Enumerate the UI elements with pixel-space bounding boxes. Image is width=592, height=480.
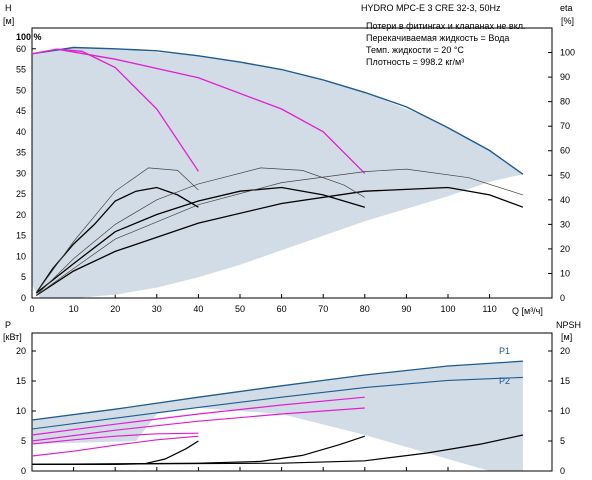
top-y-left-unit: [м]	[3, 16, 14, 26]
bottom-y-left-label-4: 20	[16, 346, 26, 356]
bottom-max-p2-curve	[31, 376, 523, 430]
top-y-right-label-2: 20	[560, 244, 570, 254]
bottom-chart-panel: 0 5 10 15 20 0 5 10 15 20	[16, 332, 570, 476]
x-axis-title: Q [м³/ч]	[512, 306, 543, 316]
series-label-p2: P2	[499, 376, 510, 386]
bottom-power-envelope	[32, 361, 523, 471]
info-box: HYDRO MPC-E 3 CRE 32-3, 50Hz Потери в фи…	[361, 3, 526, 67]
top-y-right-label-5: 50	[560, 170, 570, 180]
info-line-2: Перекачиваемая жидкость = Вода	[366, 33, 509, 43]
top-partial-head-curve-0	[31, 48, 199, 172]
info-line-3: Темп. жидкости = 20 °C	[366, 45, 464, 55]
bottom-partial-p2-curve-0	[31, 435, 199, 457]
top-max-head-curve	[31, 46, 524, 175]
top-y-right-label-7: 70	[560, 121, 570, 131]
bottom-partial-p1-curve-1	[31, 396, 365, 436]
top-y-left-label-9: 45	[16, 106, 26, 116]
bottom-y-left-label-1: 5	[21, 436, 26, 446]
x-tick-label-3: 30	[152, 304, 162, 314]
top-y-right-label-4: 40	[560, 195, 570, 205]
top-y-left-label-3: 15	[16, 231, 26, 241]
bottom-y-left-label-2: 10	[16, 406, 26, 416]
top-y-right-label-10: 100	[560, 48, 575, 58]
top-eta-curve-5	[35, 168, 524, 296]
top-y-right-label-9: 90	[560, 72, 570, 82]
top-eta-curve-2	[35, 186, 524, 297]
top-y-left-label-8: 40	[16, 127, 26, 137]
x-tick-label-10: 100	[440, 304, 455, 314]
speed-annotation: 100 %	[16, 32, 42, 42]
top-y-left-label-6: 30	[16, 168, 26, 178]
top-y-left-label-0: 0	[21, 293, 26, 303]
bottom-y-right-title: NPSH	[556, 320, 581, 330]
x-tick-label-6: 60	[277, 304, 287, 314]
bottom-y-left-label-3: 15	[16, 376, 26, 386]
bottom-max-p1-curve	[31, 360, 523, 421]
bottom-partial-p2-curve-1	[31, 407, 365, 442]
top-chart-panel: 0 5 10 15 20 25 30 35 40 45 50 55 60 0 10 20 30 40 50 60 70 8…	[16, 27, 575, 314]
top-eta-curve-4	[35, 167, 365, 296]
bottom-npsh-curve-2	[31, 434, 524, 465]
bottom-y-right-label-3: 15	[560, 376, 570, 386]
info-title: HYDRO MPC-E 3 CRE 32-3, 50Hz	[361, 3, 501, 13]
top-y-right-unit: [%]	[561, 16, 574, 26]
top-y-left-label-11: 55	[16, 65, 26, 75]
top-y-left-label-1: 5	[21, 272, 26, 282]
bottom-y-left-unit: [кВт]	[3, 332, 22, 342]
top-y-right-label-6: 60	[560, 146, 570, 156]
top-operating-envelope	[32, 47, 523, 298]
top-eta-curve-1	[35, 186, 365, 294]
bottom-y-right-unit: [м]	[561, 332, 572, 342]
info-line-4: Плотность = 998.2 кг/м³	[366, 57, 464, 67]
top-plot-frame	[31, 27, 553, 299]
top-y-left-label-7: 35	[16, 148, 26, 158]
bottom-y-left-title: P	[5, 320, 11, 330]
top-y-right-label-0: 0	[560, 293, 565, 303]
bottom-y-right-label-0: 0	[560, 466, 565, 476]
x-tick-label-2: 20	[110, 304, 120, 314]
x-tick-label-1: 10	[69, 304, 79, 314]
top-eta-curve-3	[35, 167, 199, 294]
x-tick-label-11: 110	[482, 304, 496, 314]
info-line-1: Потери в фитингах и клапанах не вкл.	[366, 21, 526, 31]
top-y-right-label-8: 80	[560, 97, 570, 107]
top-y-left-label-10: 50	[16, 85, 26, 95]
x-tick-label-9: 90	[401, 304, 411, 314]
top-y-left-title: H	[5, 3, 12, 13]
bottom-y-right-label-4: 20	[560, 346, 570, 356]
x-tick-label-0: 0	[29, 304, 34, 314]
x-tick-label-8: 80	[360, 304, 370, 314]
x-tick-label-4: 40	[193, 304, 203, 314]
top-y-left-label-12: 60	[16, 44, 26, 54]
bottom-y-right-label-1: 5	[560, 436, 565, 446]
top-partial-head-curve-1	[56, 48, 366, 174]
top-y-right-label-1: 10	[560, 268, 570, 278]
top-y-left-label-4: 20	[16, 210, 26, 220]
bottom-plot-frame	[31, 332, 553, 472]
bottom-y-right-label-2: 10	[560, 406, 570, 416]
series-label-p1: P1	[499, 346, 510, 356]
top-y-left-label-2: 10	[16, 251, 26, 261]
x-tick-label-5: 50	[235, 304, 245, 314]
top-y-right-title: eta	[560, 3, 573, 13]
top-y-left-label-5: 25	[16, 189, 26, 199]
bottom-y-left-label-0: 0	[21, 466, 26, 476]
bottom-partial-p1-curve-0	[31, 432, 199, 445]
x-tick-label-7: 70	[318, 304, 328, 314]
top-y-right-label-3: 30	[560, 219, 570, 229]
